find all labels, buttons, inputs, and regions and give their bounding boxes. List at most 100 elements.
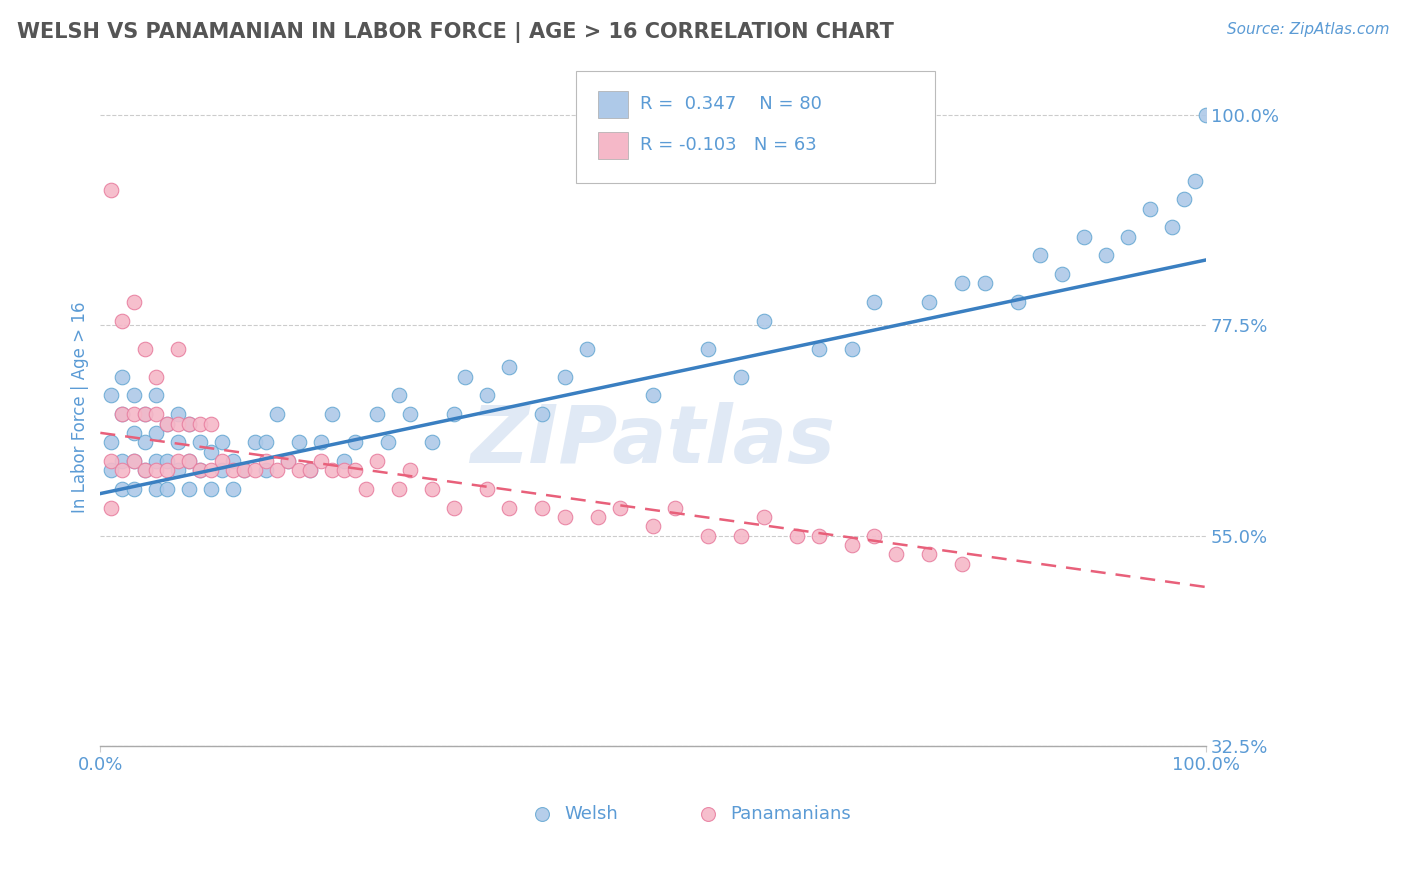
Point xyxy=(211,454,233,468)
Point xyxy=(752,510,775,524)
Point xyxy=(420,482,443,496)
Point xyxy=(134,342,156,356)
Point xyxy=(299,463,322,477)
Point xyxy=(200,482,222,496)
Point xyxy=(1073,229,1095,244)
Point xyxy=(111,407,134,421)
Point xyxy=(122,407,145,421)
Point xyxy=(200,444,222,458)
Point xyxy=(145,369,167,384)
Point xyxy=(420,435,443,450)
Point xyxy=(1161,220,1184,235)
Point xyxy=(122,454,145,468)
Point xyxy=(254,463,277,477)
Point xyxy=(454,369,477,384)
Point xyxy=(122,454,145,468)
Point xyxy=(222,454,245,468)
Point xyxy=(277,454,299,468)
Point xyxy=(200,463,222,477)
Point xyxy=(443,407,465,421)
Point xyxy=(177,482,200,496)
Point xyxy=(277,454,299,468)
Point xyxy=(586,510,609,524)
Point xyxy=(398,463,420,477)
Point xyxy=(254,454,277,468)
Point xyxy=(134,463,156,477)
Point xyxy=(243,435,266,450)
Point xyxy=(498,500,520,515)
Point xyxy=(477,482,499,496)
Point xyxy=(188,463,211,477)
Point xyxy=(321,463,343,477)
Point xyxy=(531,407,554,421)
Point xyxy=(145,407,167,421)
Point xyxy=(156,417,179,431)
Point xyxy=(554,510,576,524)
Point xyxy=(477,388,499,402)
Point xyxy=(177,454,200,468)
Point xyxy=(332,454,354,468)
Point xyxy=(807,528,830,542)
Point xyxy=(145,425,167,440)
Point xyxy=(730,528,752,542)
Y-axis label: In Labor Force | Age > 16: In Labor Force | Age > 16 xyxy=(72,301,89,513)
Point xyxy=(134,463,156,477)
Point xyxy=(343,435,366,450)
Point xyxy=(156,454,179,468)
Point xyxy=(122,295,145,310)
Point xyxy=(952,557,974,571)
Point xyxy=(388,388,411,402)
Point xyxy=(366,454,388,468)
Point xyxy=(222,463,245,477)
Point xyxy=(134,435,156,450)
Point xyxy=(343,463,366,477)
Point xyxy=(609,500,631,515)
Point xyxy=(111,314,134,328)
Point xyxy=(1139,202,1161,216)
Point xyxy=(884,547,907,561)
Point xyxy=(443,500,465,515)
Point xyxy=(1195,108,1218,122)
Text: WELSH VS PANAMANIAN IN LABOR FORCE | AGE > 16 CORRELATION CHART: WELSH VS PANAMANIAN IN LABOR FORCE | AGE… xyxy=(17,22,894,44)
Text: R =  0.347    N = 80: R = 0.347 N = 80 xyxy=(640,95,821,113)
Point xyxy=(1173,192,1195,206)
Point xyxy=(388,482,411,496)
Point xyxy=(100,463,122,477)
Point xyxy=(122,388,145,402)
Point xyxy=(311,435,333,450)
Point xyxy=(730,369,752,384)
Point xyxy=(841,538,863,552)
Point xyxy=(166,342,188,356)
Point xyxy=(100,435,122,450)
Point xyxy=(111,454,134,468)
Text: Welsh: Welsh xyxy=(565,805,619,822)
Point xyxy=(377,435,399,450)
Point xyxy=(243,463,266,477)
Point xyxy=(697,528,720,542)
Point xyxy=(122,482,145,496)
Point xyxy=(1007,295,1029,310)
Point xyxy=(177,417,200,431)
Point xyxy=(100,454,122,468)
Point xyxy=(188,417,211,431)
Point xyxy=(134,407,156,421)
Point xyxy=(664,500,686,515)
Point xyxy=(111,407,134,421)
Point xyxy=(166,435,188,450)
Point xyxy=(918,295,941,310)
Point xyxy=(641,519,664,533)
Point xyxy=(200,417,222,431)
Point xyxy=(100,183,122,197)
Point xyxy=(233,463,256,477)
Point xyxy=(156,482,179,496)
Point xyxy=(145,388,167,402)
Point xyxy=(111,369,134,384)
Point xyxy=(111,463,134,477)
Point xyxy=(641,388,664,402)
Point xyxy=(697,342,720,356)
Point xyxy=(177,454,200,468)
Point xyxy=(918,547,941,561)
Point xyxy=(752,314,775,328)
Point xyxy=(311,454,333,468)
Point xyxy=(266,407,288,421)
